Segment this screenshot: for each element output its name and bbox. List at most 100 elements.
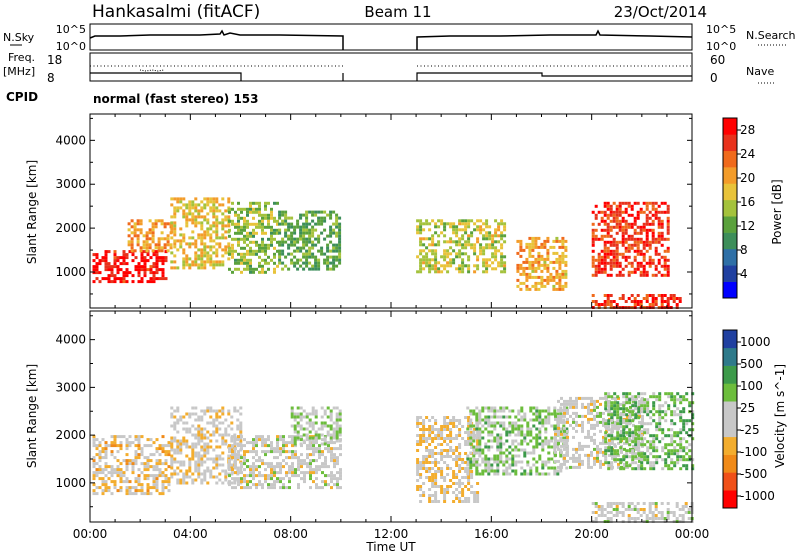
echo-cell [212,466,216,470]
echo-cell [185,257,189,261]
echo-cell [237,453,240,457]
echo-cell [146,259,150,263]
echo-cell [98,262,102,266]
echo-cell [92,462,96,466]
echo-cell [428,428,432,431]
echo-cell [478,451,482,455]
echo-cell [293,255,297,259]
echo-cell [461,267,465,271]
echo-cell [261,222,264,226]
echo-cell [642,502,646,505]
echo-cell [636,237,640,241]
echo-cell [249,468,252,472]
echo-cell [308,255,312,259]
echo-cell [643,443,647,447]
echo-cell [293,243,297,247]
echo-cell [640,401,644,405]
colorbar-segment [723,419,737,438]
echo-cell [554,459,557,463]
echo-cell [590,423,593,427]
echo-cell [490,463,494,467]
echo-cell [599,420,602,424]
echo-cell [667,452,671,456]
echo-cell [534,239,538,243]
echo-cell [488,237,492,241]
echo-cell [255,444,258,448]
echo-cell [258,264,261,268]
echo-cell [466,469,470,473]
echo-cell [455,243,459,247]
echo-cell [561,272,565,276]
echo-cell [218,445,222,449]
echo-cell [267,222,270,226]
echo-cell [228,444,231,448]
echo-cell [419,494,423,497]
echo-cell [631,398,635,402]
echo-cell [312,468,315,472]
echo-cell [591,511,595,514]
echo-cell [666,258,670,262]
echo-cell [255,438,258,442]
echo-cell [227,257,231,261]
echo-cell [534,275,538,279]
echo-cell [664,401,668,405]
echo-cell [290,415,294,419]
echo-cell [446,467,450,470]
echo-cell [537,263,541,267]
echo-cell [258,213,261,217]
echo-cell [296,222,300,226]
echo-cell [104,456,108,460]
echo-cell [481,469,485,473]
echo-cell [246,222,249,226]
echo-cell [467,434,471,437]
echo-cell [658,419,662,423]
echo-cell [209,421,213,425]
echo-cell [145,231,149,235]
echo-cell [478,472,482,476]
echo-cell [645,237,649,241]
echo-cell [228,468,231,472]
echo-cell [627,201,631,205]
echo-cell [597,222,601,226]
echo-cell [496,439,500,443]
echo-cell [621,237,625,241]
echo-cell [252,216,255,220]
echo-cell [629,450,632,454]
echo-cell [140,486,144,490]
echo-cell [182,197,186,201]
echo-cell [98,465,102,469]
echo-cell [546,254,550,258]
echo-cell [528,263,532,267]
echo-cell [215,460,219,464]
echo-cell [422,461,426,464]
echo-cell [682,398,686,402]
echo-cell [672,511,676,514]
echo-cell [467,440,471,443]
echo-cell [194,197,198,201]
echo-cell [511,457,515,461]
echo-cell [419,437,423,440]
echo-cell [610,395,614,399]
echo-cell [516,284,520,288]
echo-cell [293,412,297,416]
echo-cell [630,264,634,268]
echo-cell [679,398,683,402]
echo-cell [555,281,559,285]
echo-cell [185,215,189,219]
echo-cell [607,422,611,426]
echo-cell [600,234,604,238]
echo-cell [631,449,635,453]
echo-cell [128,486,132,490]
echo-cell [320,222,324,226]
echo-cell [624,300,628,303]
echo-cell [484,469,488,473]
echo-cell [487,421,491,425]
echo-cell [173,415,177,419]
echo-cell [296,433,300,437]
echo-cell [538,415,542,419]
echo-cell [422,237,426,241]
echo-cell [258,255,261,259]
echo-cell [537,260,541,264]
echo-cell [666,303,670,306]
echo-cell [290,243,294,247]
